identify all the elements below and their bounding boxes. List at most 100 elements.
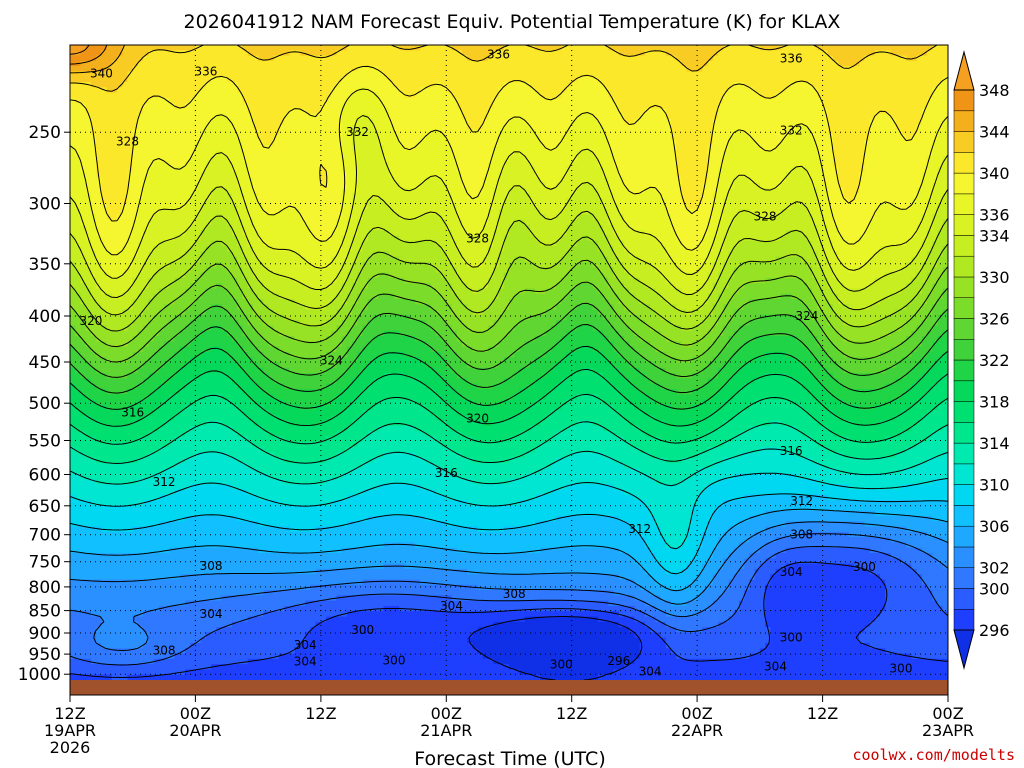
field-cell xyxy=(237,61,243,67)
field-cell xyxy=(891,103,897,109)
field-cell xyxy=(614,119,620,125)
field-cell xyxy=(676,71,682,77)
field-cell xyxy=(363,45,369,51)
field-cell xyxy=(786,71,792,77)
field-cell xyxy=(911,45,917,51)
field-cell xyxy=(514,77,520,83)
field-cell xyxy=(525,103,531,109)
field-cell xyxy=(290,119,296,125)
field-cell xyxy=(493,77,499,83)
field-cell xyxy=(791,66,797,72)
field-cell xyxy=(195,124,201,130)
field-cell xyxy=(420,82,426,88)
field-cell xyxy=(284,103,290,109)
field-cell xyxy=(817,119,823,125)
field-cell xyxy=(634,61,640,67)
field-cell xyxy=(603,77,609,83)
field-cell xyxy=(436,109,442,115)
field-cell xyxy=(739,66,745,72)
field-cell xyxy=(504,87,510,93)
field-cell xyxy=(624,45,630,51)
field-cell xyxy=(927,87,933,93)
field-cell xyxy=(666,93,672,99)
field-cell xyxy=(127,119,133,125)
field-cell xyxy=(880,87,886,93)
field-cell xyxy=(342,93,348,99)
field-cell xyxy=(185,109,191,115)
field-cell xyxy=(509,109,515,115)
field-cell xyxy=(373,103,379,109)
field-cell xyxy=(577,66,583,72)
field-cell xyxy=(206,45,212,51)
field-cell xyxy=(671,114,677,120)
field-cell xyxy=(457,71,463,77)
field-cell xyxy=(540,87,546,93)
field-cell xyxy=(185,56,191,62)
field-cell xyxy=(284,77,290,83)
field-cell xyxy=(504,77,510,83)
field-cell xyxy=(117,103,123,109)
field-cell xyxy=(331,56,337,62)
field-cell xyxy=(802,93,808,99)
field-cell xyxy=(729,77,735,83)
field-cell xyxy=(164,109,170,115)
field-cell xyxy=(859,66,865,72)
field-cell xyxy=(744,66,750,72)
field-cell xyxy=(765,87,771,93)
field-cell xyxy=(446,56,452,62)
field-cell xyxy=(91,114,97,120)
field-cell xyxy=(159,56,165,62)
field-cell xyxy=(760,50,766,56)
field-cell xyxy=(911,61,917,67)
field-cell xyxy=(681,93,687,99)
field-cell xyxy=(765,71,771,77)
field-cell xyxy=(127,77,133,83)
field-cell xyxy=(556,124,562,130)
field-cell xyxy=(331,77,337,83)
field-cell xyxy=(603,71,609,77)
field-cell xyxy=(765,103,771,109)
field-cell xyxy=(389,98,395,104)
field-cell xyxy=(431,124,437,130)
field-cell xyxy=(755,119,761,125)
field-cell xyxy=(290,98,296,104)
field-cell xyxy=(274,77,280,83)
field-cell xyxy=(305,77,311,83)
field-cell xyxy=(535,56,541,62)
field-cell xyxy=(242,87,248,93)
field-cell xyxy=(708,98,714,104)
field-cell xyxy=(410,45,416,51)
field-cell xyxy=(80,87,86,93)
field-cell xyxy=(300,93,306,99)
field-cell xyxy=(932,56,938,62)
field-cell xyxy=(838,114,844,120)
field-cell xyxy=(472,103,478,109)
field-cell xyxy=(546,124,552,130)
field-cell xyxy=(75,109,81,115)
field-cell xyxy=(634,56,640,62)
field-cell xyxy=(634,109,640,115)
field-cell xyxy=(269,114,275,120)
field-cell xyxy=(556,109,562,115)
field-cell xyxy=(75,119,81,125)
field-cell xyxy=(551,66,557,72)
field-cell xyxy=(828,82,834,88)
field-cell xyxy=(843,56,849,62)
field-cell xyxy=(384,77,390,83)
field-cell xyxy=(760,87,766,93)
field-cell xyxy=(708,66,714,72)
field-cell xyxy=(514,109,520,115)
field-cell xyxy=(342,66,348,72)
field-cell xyxy=(603,93,609,99)
field-cell xyxy=(776,114,782,120)
field-cell xyxy=(791,87,797,93)
field-cell xyxy=(180,124,186,130)
field-cell xyxy=(253,103,259,109)
field-cell xyxy=(316,77,322,83)
field-cell xyxy=(227,103,233,109)
field-cell xyxy=(514,87,520,93)
field-cell xyxy=(849,77,855,83)
field-cell xyxy=(666,45,672,51)
field-cell xyxy=(138,93,144,99)
field-cell xyxy=(833,103,839,109)
